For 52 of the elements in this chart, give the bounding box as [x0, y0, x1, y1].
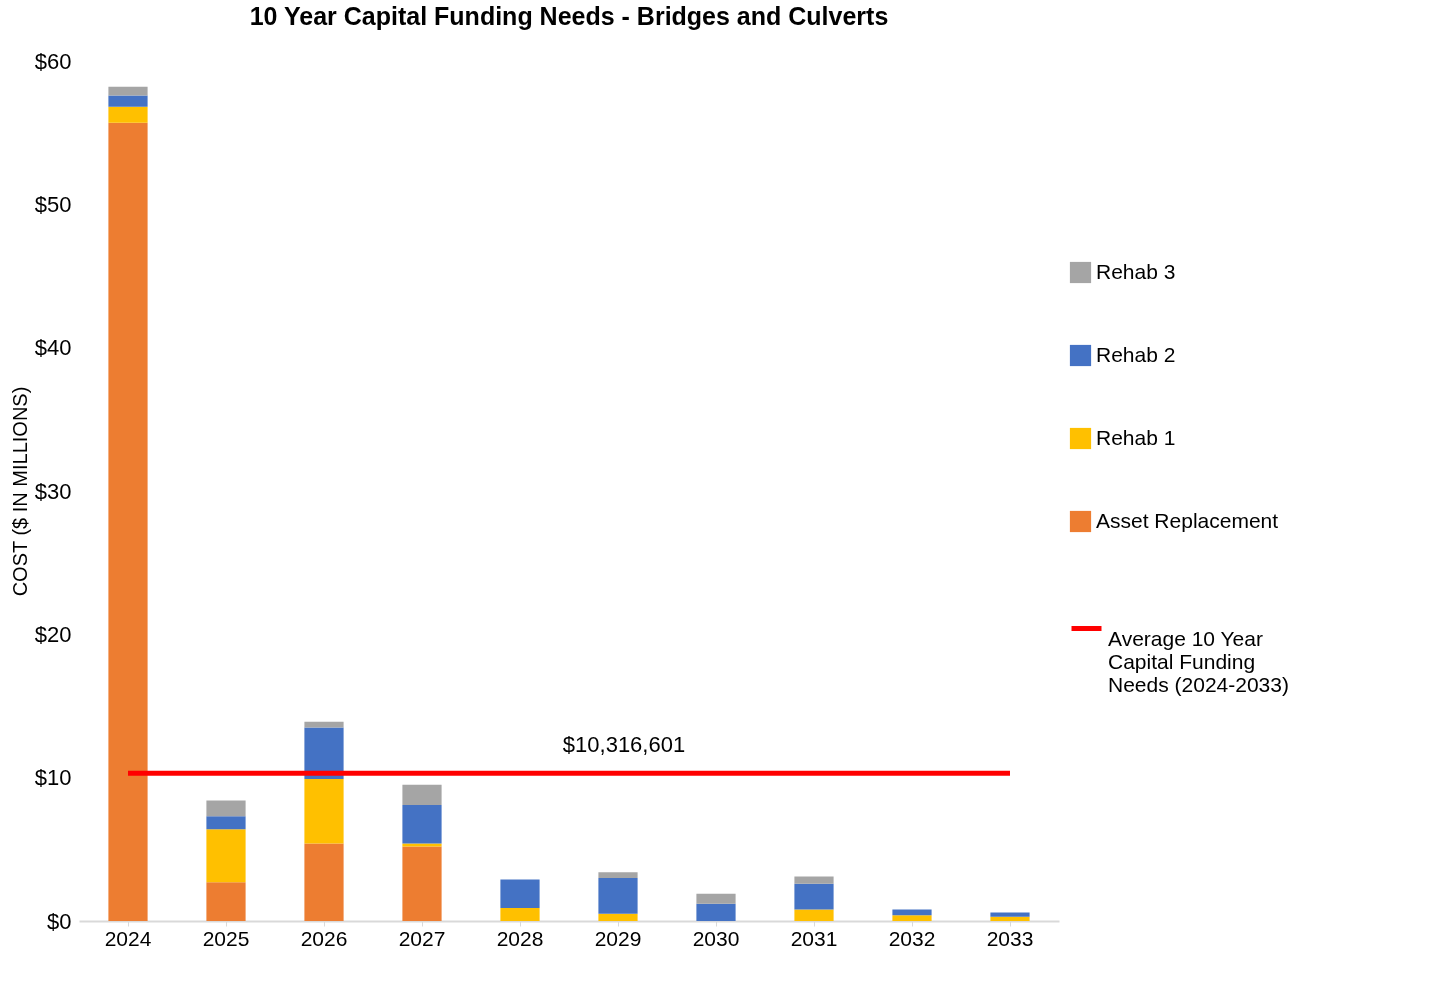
x-tick-label: 2026 — [300, 926, 348, 950]
bar — [990, 916, 1030, 921]
bar — [108, 106, 148, 123]
y-tick-label: $60 — [34, 48, 72, 74]
bar — [990, 912, 1030, 917]
bar — [304, 721, 344, 728]
x-tick-label: 2032 — [888, 926, 936, 950]
bar — [304, 843, 344, 921]
x-tick-label: 2029 — [594, 926, 642, 950]
bar — [108, 122, 148, 921]
bar — [696, 893, 736, 904]
x-tick-label: 2025 — [202, 926, 250, 950]
bar — [108, 86, 148, 96]
bar — [892, 915, 932, 921]
bar — [500, 879, 540, 909]
bar — [598, 872, 638, 878]
x-tick-label: 2033 — [986, 926, 1034, 950]
bar — [794, 909, 834, 921]
x-tick-label: 2030 — [692, 926, 740, 950]
bar — [206, 800, 246, 817]
bar — [598, 878, 638, 914]
y-tick-label: $0 — [47, 908, 72, 934]
bar — [402, 784, 442, 805]
annotation: $10,316,601 — [562, 732, 686, 758]
legend-label: Rehab 3 — [1096, 259, 1176, 283]
y-tick-label: $30 — [34, 478, 72, 504]
chart-title: 10 Year Capital Funding Needs - Bridges and Culverts — [249, 2, 889, 30]
bar — [402, 804, 442, 844]
bar — [500, 908, 540, 921]
bar — [304, 779, 344, 844]
x-tick-label: 2031 — [790, 926, 838, 950]
x-tick-label: 2027 — [398, 926, 446, 950]
y-tick-label: $10 — [34, 765, 72, 791]
x-tick-label: 2024 — [104, 926, 152, 950]
y-axis-title: COST ($ IN MILLIONS) — [8, 386, 31, 597]
x-tick-label: 2028 — [496, 926, 544, 950]
legend-label: Average 10 Year Capital Funding Needs (2024-2033) — [1108, 626, 1289, 696]
y-tick-label: $50 — [34, 191, 72, 217]
legend-label: Rehab 2 — [1096, 342, 1176, 366]
bar — [108, 95, 148, 107]
bar — [696, 903, 736, 921]
bar — [794, 883, 834, 910]
bar — [206, 816, 246, 830]
bar — [402, 846, 442, 921]
y-tick-label: $40 — [34, 335, 72, 361]
y-tick-label: $20 — [34, 621, 72, 647]
bar — [206, 882, 246, 921]
bar — [794, 876, 834, 884]
bar — [598, 913, 638, 921]
legend-label: Asset Replacement — [1096, 508, 1279, 532]
legend-label: Rehab 1 — [1096, 425, 1176, 449]
bar — [206, 829, 246, 883]
